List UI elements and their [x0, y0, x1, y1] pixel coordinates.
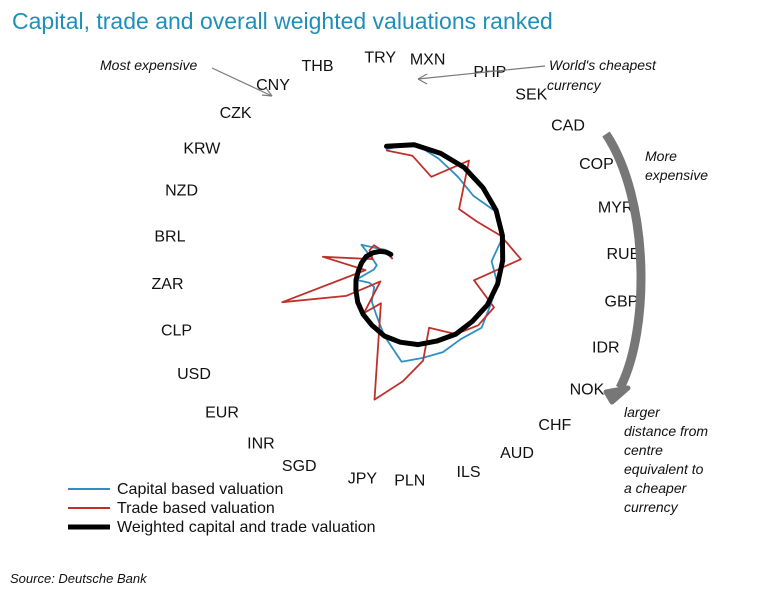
cheapest-note-line2: currency	[547, 77, 602, 93]
currency-label-inr: INR	[247, 436, 275, 453]
currency-label-thb: THB	[302, 58, 334, 75]
currency-label-eur: EUR	[205, 404, 239, 421]
distance-note-line1: larger	[624, 404, 661, 420]
series-lines	[281, 142, 522, 401]
capital-valuation-line	[355, 142, 505, 363]
currency-label-usd: USD	[177, 366, 211, 383]
currency-label-mxn: MXN	[410, 52, 446, 69]
currency-label-pln: PLN	[394, 473, 425, 490]
most-expensive-note: Most expensive	[100, 57, 197, 73]
currency-label-ils: ILS	[457, 464, 481, 481]
currency-label-myr: MYR	[598, 200, 634, 217]
currency-label-gbp: GBP	[605, 294, 639, 311]
currency-label-nzd: NZD	[165, 183, 198, 200]
currency-label-sek: SEK	[515, 86, 547, 103]
chart-title: Capital, trade and overall weighted valu…	[12, 8, 553, 34]
currency-label-zar: ZAR	[152, 276, 184, 293]
currency-label-idr: IDR	[592, 339, 620, 356]
currency-label-sgd: SGD	[282, 458, 317, 475]
cheapest-arrow-line	[417, 65, 546, 80]
currency-label-jpy: JPY	[348, 471, 378, 488]
currency-label-krw: KRW	[183, 141, 221, 158]
most-expensive-arrow-line	[211, 67, 273, 97]
direction-arrow-body	[602, 131, 646, 391]
currency-label-chf: CHF	[538, 417, 571, 434]
currency-label-aud: AUD	[500, 445, 534, 462]
legend-label-trade: Trade based valuation	[117, 500, 275, 517]
currency-label-cny: CNY	[256, 77, 290, 94]
most-expensive-arrowhead-icon	[261, 87, 273, 97]
weighted-valuation-line	[353, 142, 506, 348]
currency-label-rub: RUB	[607, 246, 641, 263]
cheapest-arrowhead-icon	[417, 73, 428, 85]
distance-note-line5: a cheaper	[624, 480, 688, 496]
direction-arrowhead-icon	[603, 385, 631, 405]
distance-note-line2: distance from	[624, 423, 708, 439]
currency-label-php: PHP	[473, 64, 506, 81]
currency-label-nok: NOK	[570, 381, 605, 398]
currency-label-try: TRY	[364, 50, 396, 67]
distance-note-line4: equivalent to	[624, 461, 704, 477]
trade-valuation-line	[281, 149, 522, 401]
legend: Capital based valuation Trade based valu…	[68, 481, 376, 536]
source-note: Source: Deutsche Bank	[10, 571, 148, 586]
more-expensive-note-line2: expensive	[645, 167, 708, 183]
currency-label-cad: CAD	[551, 118, 585, 135]
legend-label-capital: Capital based valuation	[117, 481, 283, 498]
distance-note-line6: currency	[624, 499, 679, 515]
currency-label-czk: CZK	[220, 105, 252, 122]
cheapest-note-line1: World's cheapest	[549, 57, 657, 73]
more-expensive-note-line1: More	[645, 148, 677, 164]
currency-label-cop: COP	[579, 156, 614, 173]
currency-label-clp: CLP	[161, 323, 192, 340]
legend-label-weighted: Weighted capital and trade valuation	[117, 519, 376, 536]
distance-note-line3: centre	[624, 442, 663, 458]
currency-label-brl: BRL	[154, 228, 185, 245]
